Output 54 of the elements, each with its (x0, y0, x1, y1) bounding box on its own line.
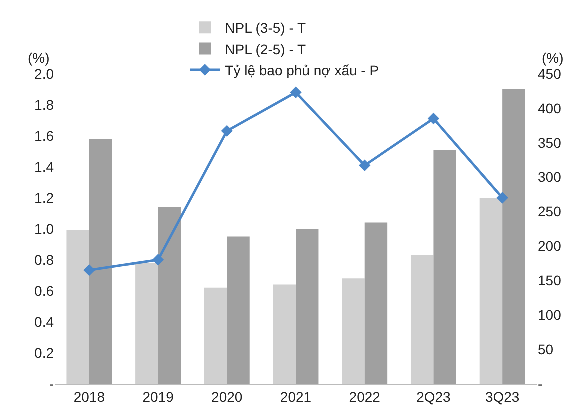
bar (227, 236, 250, 384)
point (221, 125, 233, 138)
bar (434, 150, 456, 384)
y-tick-label: 0.2 (34, 344, 54, 361)
y2-axis-title: (%) (542, 50, 564, 66)
bar (66, 230, 90, 384)
legend-label: NPL (3-5) - T (225, 20, 306, 36)
y2-tick-label: 200 (538, 238, 562, 254)
bar (296, 229, 319, 384)
x-tick-label: 3Q23 (485, 388, 520, 405)
y-tick-label: 0.4 (34, 314, 54, 330)
y-tick-label: 1.8 (34, 96, 54, 113)
point (152, 254, 164, 266)
y-axis-title: (%) (28, 50, 50, 66)
bar (158, 207, 182, 384)
bar (89, 139, 112, 384)
y2-tick-label: 450 (538, 66, 562, 82)
legend-label: Tỷ lệ bao phủ nợ xấu - P (225, 62, 380, 78)
point (359, 160, 371, 172)
x-tick-label: 2021 (280, 388, 312, 405)
y2-tick-label: 350 (538, 134, 562, 151)
y2-tick-label: 300 (538, 169, 562, 186)
x-tick-label: 2Q23 (416, 388, 452, 405)
x-tick-label: 2020 (212, 388, 243, 405)
point (428, 112, 440, 125)
y-tick-label: - (49, 376, 54, 392)
bar (204, 288, 228, 384)
y2-tick-label: 250 (538, 204, 562, 220)
point (290, 86, 302, 98)
point (496, 192, 508, 204)
y-tick-label: 1.2 (34, 190, 54, 206)
y-tick-label: 1.6 (34, 128, 54, 144)
y-tick-label: 1.0 (34, 220, 54, 237)
point (84, 264, 96, 276)
bar (502, 90, 526, 384)
bar (410, 255, 434, 384)
y2-tick-label: 50 (538, 341, 554, 358)
bar (273, 284, 296, 384)
x-tick-label: 2018 (74, 388, 106, 405)
bar (480, 198, 503, 384)
y-tick-label: 0.8 (34, 252, 54, 268)
legend-label: NPL (2-5) - T (225, 41, 306, 58)
bar (342, 278, 365, 384)
y2-tick-label: 100 (538, 307, 562, 324)
bar (364, 222, 388, 384)
y2-tick-label: - (538, 376, 543, 392)
y2-tick-label: 400 (538, 100, 562, 116)
bar (136, 263, 158, 384)
y2-tick-label: 150 (538, 272, 562, 289)
x-tick-label: 2022 (349, 388, 381, 405)
x-tick-label: 2019 (142, 388, 174, 405)
y-tick-label: 2.0 (34, 66, 54, 82)
y-tick-label: 0.6 (34, 282, 54, 299)
y-tick-label: 1.4 (34, 158, 54, 175)
